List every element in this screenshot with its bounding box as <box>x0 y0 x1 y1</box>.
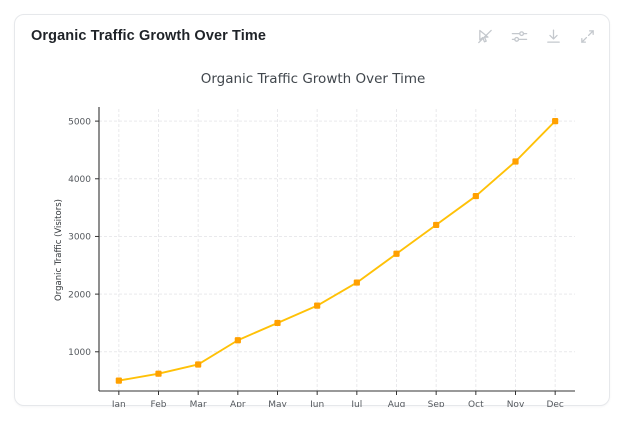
y-tick-label: 4000 <box>68 175 91 185</box>
data-point-marker[interactable] <box>155 370 162 377</box>
y-axis-title: Organic Traffic (Visitors) <box>54 199 64 301</box>
line-chart-plot[interactable]: 1000 2000 3000 4000 5000 Jan Feb Mar Apr May Jun Ju… <box>15 61 611 407</box>
data-point-marker[interactable] <box>115 377 122 384</box>
chart-toolbar <box>475 26 597 46</box>
x-tick-label: Oct <box>468 400 484 407</box>
card-header: Organic Traffic Growth Over Time <box>15 15 609 61</box>
x-tick-label: Feb <box>151 400 167 407</box>
data-point-marker[interactable] <box>512 158 519 165</box>
chart-title: Organic Traffic Growth Over Time <box>200 71 426 87</box>
x-tick-label: Jun <box>309 400 324 407</box>
x-tick-label: Dec <box>546 400 563 407</box>
y-tick-label: 2000 <box>68 290 91 300</box>
chart-card: Organic Traffic Growth Over Time <box>14 14 611 407</box>
download-icon[interactable] <box>543 26 563 46</box>
data-point-marker[interactable] <box>353 279 360 286</box>
data-point-marker[interactable] <box>195 361 202 368</box>
x-tick-label: Sep <box>428 400 445 407</box>
data-point-marker[interactable] <box>393 250 400 257</box>
x-tick-label: Jan <box>111 400 126 407</box>
x-tick-label: Aug <box>388 400 406 407</box>
data-point-marker[interactable] <box>433 221 440 229</box>
sliders-icon[interactable] <box>509 26 529 46</box>
data-point-marker[interactable] <box>472 192 479 200</box>
data-point-marker[interactable] <box>552 118 559 125</box>
y-tick-label: 3000 <box>68 233 91 243</box>
chart-area: Organic Traffic Growth Over Time 1000 200… <box>15 61 611 407</box>
data-point-marker[interactable] <box>274 319 281 327</box>
data-point-marker[interactable] <box>234 337 241 344</box>
annotate-off-icon[interactable] <box>475 26 495 46</box>
y-tick-label: 5000 <box>68 117 91 127</box>
x-tick-label: May <box>268 400 287 407</box>
page-title: Organic Traffic Growth Over Time <box>31 28 266 44</box>
series-line <box>117 120 557 382</box>
x-tick-label: Nov <box>507 400 525 407</box>
x-tick-label: Jul <box>350 400 362 407</box>
x-tick-label: Mar <box>190 400 207 407</box>
y-tick-label: 1000 <box>68 348 91 358</box>
data-point-marker[interactable] <box>314 302 321 309</box>
x-tick-label: Apr <box>230 400 246 407</box>
expand-icon[interactable] <box>577 26 597 46</box>
